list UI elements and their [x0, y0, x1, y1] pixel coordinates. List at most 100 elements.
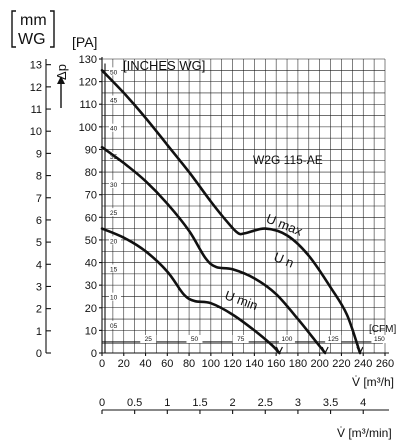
pa-tick-label: 70	[85, 190, 97, 202]
m3min-tick-label: 3.5	[323, 397, 338, 409]
x-axis-label-m3h: V̇ [m³/h]	[352, 375, 394, 389]
mmwg-tick-label: 9	[36, 148, 42, 160]
cfm-tick-label: 125	[328, 336, 339, 343]
inches-tick-label: 50	[110, 69, 118, 76]
inches-tick-bg	[109, 236, 121, 245]
mmwg-unit-line1: mm	[20, 12, 47, 29]
m3min-tick-label: 1.5	[192, 397, 207, 409]
pa-tick-label: 90	[85, 144, 97, 156]
x-tick-label: 200	[311, 358, 329, 370]
pa-tick-label: 0	[91, 348, 97, 360]
cfm-tick-bg	[232, 335, 249, 343]
series-end-marker-u-min	[275, 346, 283, 355]
mmwg-tick-label: 4	[36, 259, 42, 271]
x-tick-label: 0	[99, 358, 105, 370]
cfm-tick-label: 100	[281, 336, 292, 343]
inches-tick-bg	[109, 292, 121, 301]
cfm-unit-label: [CFM]	[369, 324, 396, 335]
cfm-tick-label: 75	[237, 336, 245, 343]
x-tick-label: 40	[139, 358, 151, 370]
inches-tick-bg	[109, 180, 121, 189]
mmwg-bracket-left	[11, 10, 16, 48]
m3min-tick-label: 3	[295, 397, 301, 409]
pa-tick-label: 80	[85, 167, 97, 179]
x-tick-label: 180	[289, 358, 307, 370]
m3min-tick-label: 1	[164, 397, 170, 409]
mmwg-bracket-right	[50, 10, 55, 48]
cfm-tick-label: 25	[145, 336, 153, 343]
inches-tick-label: 05	[110, 323, 118, 330]
pa-tick-label: 30	[85, 280, 97, 292]
mmwg-tick-label: 2	[36, 304, 42, 316]
mmwg-tick-label: 8	[36, 171, 42, 183]
delta-p-label: Δp	[54, 64, 69, 108]
pa-tick-label: 10	[85, 325, 97, 337]
mmwg-tick-label: 11	[31, 104, 42, 116]
inches-tick-label: 15	[110, 267, 118, 274]
mmwg-tick-label: 7	[36, 193, 42, 205]
x-tick-label: 80	[183, 358, 195, 370]
inches-tick-label: 10	[110, 295, 118, 302]
mmwg-tick-label: 6	[36, 215, 42, 227]
cfm-tick-bg	[186, 335, 203, 343]
pa-tick-label: 60	[85, 212, 97, 224]
pa-tick-label: 130	[79, 54, 97, 66]
pa-tick-label: 100	[79, 122, 97, 134]
m3min-tick-label: 0.5	[127, 397, 142, 409]
inches-tick-label: 20	[110, 238, 118, 245]
inches-wg-unit-label: [INCHES WG]	[123, 58, 205, 73]
pa-tick-label: 110	[79, 99, 97, 111]
mmwg-tick-label: 5	[36, 237, 42, 249]
mmwg-tick-label: 0	[36, 348, 42, 360]
x-tick-label: 220	[332, 358, 350, 370]
mmwg-tick-label: 1	[36, 326, 42, 338]
mmwg-tick-label: 13	[30, 60, 42, 72]
mmwg-unit-line2: WG	[18, 31, 46, 48]
x-tick-label: 120	[223, 358, 241, 370]
inches-tick-label: 30	[110, 182, 118, 189]
pa-tick-label: 50	[85, 235, 97, 247]
inches-tick-label: 40	[110, 126, 118, 133]
cfm-tick-bg	[140, 335, 157, 343]
x-tick-label: 160	[267, 358, 285, 370]
inches-tick-label: 45	[110, 98, 118, 105]
cfm-tick-bg	[278, 335, 295, 343]
grid	[101, 58, 386, 354]
x-axis-label-m3min: V̇ [m³/min]	[337, 426, 392, 440]
x-tick-label: 60	[161, 358, 173, 370]
inches-tick-bg	[109, 67, 121, 76]
m3min-tick-label: 2	[230, 397, 236, 409]
pa-tick-label: 20	[85, 303, 97, 315]
inches-tick-bg	[109, 123, 121, 132]
series-line-u-n	[100, 145, 327, 355]
inches-tick-bg	[109, 264, 121, 273]
m3min-tick-label: 2.5	[258, 397, 273, 409]
m3min-tick-label: 4	[360, 397, 366, 409]
series-end-marker-u-max	[356, 346, 364, 355]
x-tick-label: 140	[245, 358, 263, 370]
inches-tick-label: 35	[110, 154, 118, 161]
cfm-tick-label: 50	[191, 336, 199, 343]
inches-tick-label: 25	[110, 210, 118, 217]
x-tick-label: 260	[376, 358, 394, 370]
x-tick-label: 100	[202, 358, 220, 370]
x-tick-label: 240	[354, 358, 372, 370]
series-line-u-min	[100, 227, 281, 355]
series-end-marker-u-n	[321, 346, 329, 355]
mmwg-tick-label: 10	[30, 126, 42, 138]
pa-tick-label: 40	[85, 258, 97, 270]
m3min-tick-label: 0	[99, 397, 105, 409]
cfm-tick-bg	[371, 335, 388, 343]
inches-tick-bg	[109, 208, 121, 217]
cfm-tick-label: 150	[374, 336, 385, 343]
inches-tick-bg	[109, 320, 121, 329]
series-label-u-n: U n	[272, 249, 296, 270]
series-line-u-max	[100, 69, 362, 355]
pa-tick-label: 120	[79, 77, 97, 89]
mmwg-tick-label: 12	[30, 82, 42, 94]
tick-labels: 0123456789101112130102030405060708090100…	[30, 54, 394, 409]
inches-tick-bg	[109, 95, 121, 104]
x-tick-label: 20	[118, 358, 130, 370]
